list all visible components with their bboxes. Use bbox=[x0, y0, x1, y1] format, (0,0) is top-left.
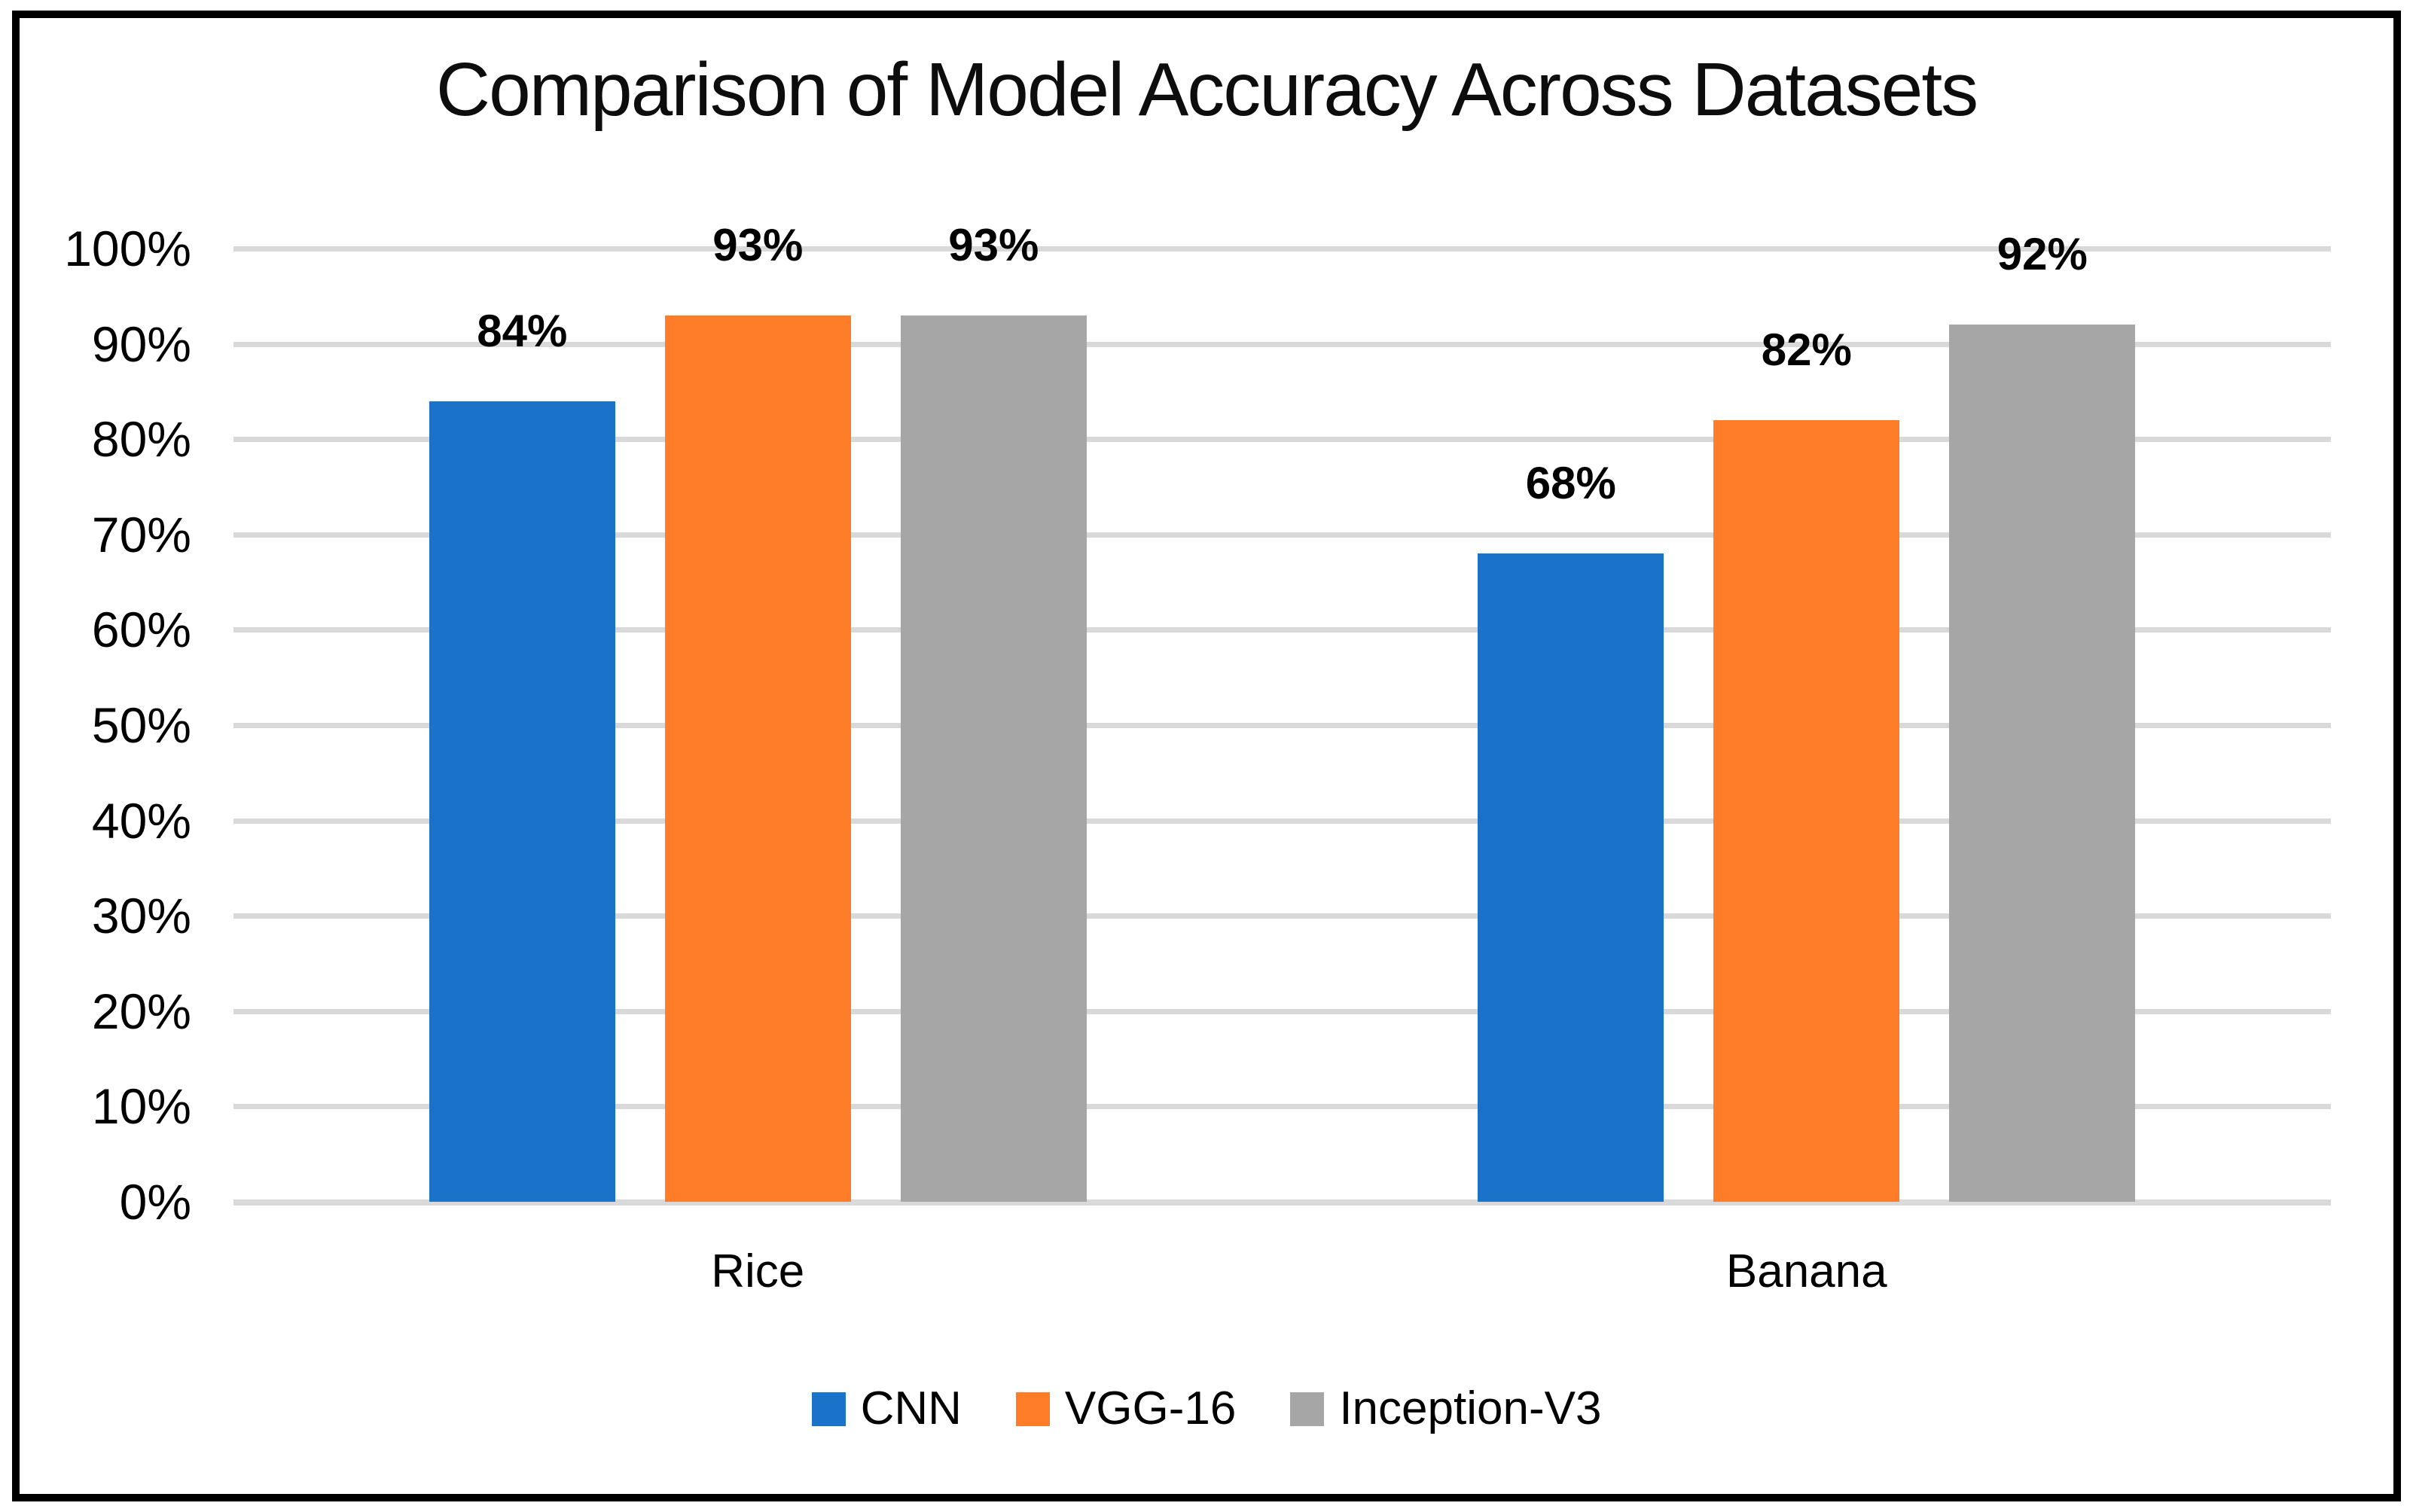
y-tick-label: 0% bbox=[119, 1174, 191, 1230]
legend-swatch-icon bbox=[1015, 1392, 1050, 1426]
bar-value-label: 68% bbox=[1525, 458, 1616, 509]
y-tick-label: 20% bbox=[91, 983, 191, 1039]
category-label-banana: Banana bbox=[1725, 1245, 1887, 1297]
gridline-20 bbox=[233, 1008, 2331, 1014]
bar-value-label: 92% bbox=[1997, 229, 2088, 280]
legend-label: CNN bbox=[860, 1382, 962, 1434]
bar-vgg-16-banana bbox=[1713, 419, 1900, 1202]
legend-label: Inception-V3 bbox=[1339, 1382, 1602, 1434]
gridline-50 bbox=[233, 723, 2331, 728]
y-tick-label: 90% bbox=[91, 316, 191, 372]
bar-inception-v3-rice bbox=[900, 315, 1087, 1202]
gridline-60 bbox=[233, 627, 2331, 633]
legend-label: VGG-16 bbox=[1064, 1382, 1237, 1434]
bar-value-label: 84% bbox=[477, 305, 568, 356]
gridline-10 bbox=[233, 1104, 2331, 1110]
category-label-rice: Rice bbox=[711, 1245, 805, 1297]
chart-title: Comparison of Model Accuracy Across Data… bbox=[435, 47, 1978, 132]
bar-cnn-rice bbox=[429, 401, 615, 1202]
legend-item-cnn: CNN bbox=[811, 1382, 962, 1435]
gridline-40 bbox=[233, 818, 2331, 824]
legend: CNN VGG-16 Inception-V3 bbox=[0, 1382, 2413, 1435]
legend-item-inception-v3: Inception-V3 bbox=[1290, 1382, 1601, 1435]
plot-area: 84% 93% 93% 68% 82% 92% bbox=[233, 220, 2331, 1206]
gridline-90 bbox=[233, 341, 2331, 347]
y-tick-label: 70% bbox=[91, 506, 191, 562]
y-tick-label: 10% bbox=[91, 1078, 191, 1135]
gridline-80 bbox=[233, 437, 2331, 443]
y-tick-label: 100% bbox=[64, 221, 191, 276]
y-tick-label: 60% bbox=[91, 602, 191, 658]
y-tick-label: 30% bbox=[91, 888, 191, 944]
y-tick-label: 50% bbox=[91, 697, 191, 753]
gridline-30 bbox=[233, 913, 2331, 919]
bar-value-label: 82% bbox=[1761, 324, 1852, 375]
legend-item-vgg-16: VGG-16 bbox=[1015, 1382, 1237, 1435]
bar-inception-v3-banana bbox=[1949, 325, 2136, 1202]
legend-swatch-icon bbox=[1290, 1392, 1325, 1426]
bar-vgg-16-rice bbox=[664, 315, 851, 1202]
gridline-0 bbox=[233, 1200, 2331, 1206]
bar-value-label: 93% bbox=[948, 219, 1039, 270]
y-tick-label: 40% bbox=[91, 792, 191, 849]
gridline-100 bbox=[233, 246, 2331, 251]
legend-swatch-icon bbox=[811, 1392, 846, 1426]
bar-value-label: 93% bbox=[712, 219, 804, 270]
bar-cnn-banana bbox=[1478, 553, 1664, 1202]
gridline-70 bbox=[233, 532, 2331, 538]
y-tick-label: 80% bbox=[91, 411, 191, 468]
